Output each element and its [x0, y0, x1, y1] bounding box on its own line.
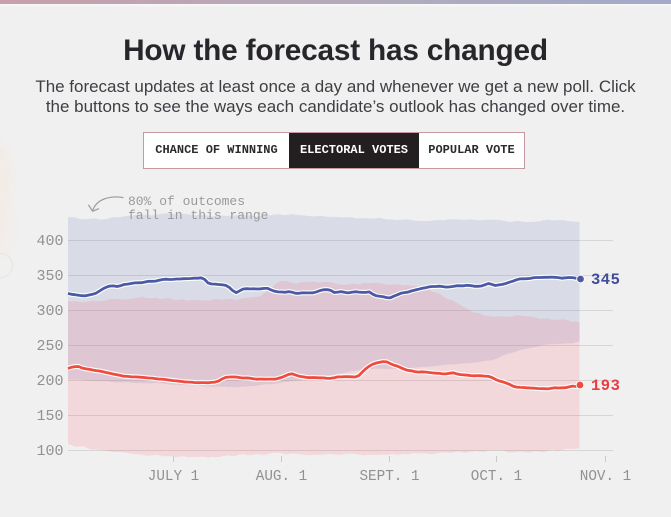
svg-text:350: 350 [36, 268, 63, 285]
svg-text:NOV. 1: NOV. 1 [580, 469, 631, 485]
svg-text:AUG. 1: AUG. 1 [256, 469, 307, 485]
svg-text:345: 345 [591, 271, 620, 289]
svg-text:SEPT. 1: SEPT. 1 [359, 469, 419, 485]
svg-text:400: 400 [36, 233, 63, 250]
svg-text:300: 300 [36, 303, 63, 320]
svg-text:100: 100 [36, 443, 63, 460]
svg-text:80% of outcomes: 80% of outcomes [128, 194, 245, 209]
svg-text:250: 250 [36, 338, 63, 355]
svg-text:150: 150 [36, 408, 63, 425]
svg-text:OCT. 1: OCT. 1 [471, 469, 522, 485]
svg-text:fall in this range: fall in this range [128, 208, 268, 223]
svg-text:200: 200 [36, 373, 63, 390]
svg-text:JULY 1: JULY 1 [148, 469, 199, 485]
svg-text:193: 193 [591, 377, 620, 395]
